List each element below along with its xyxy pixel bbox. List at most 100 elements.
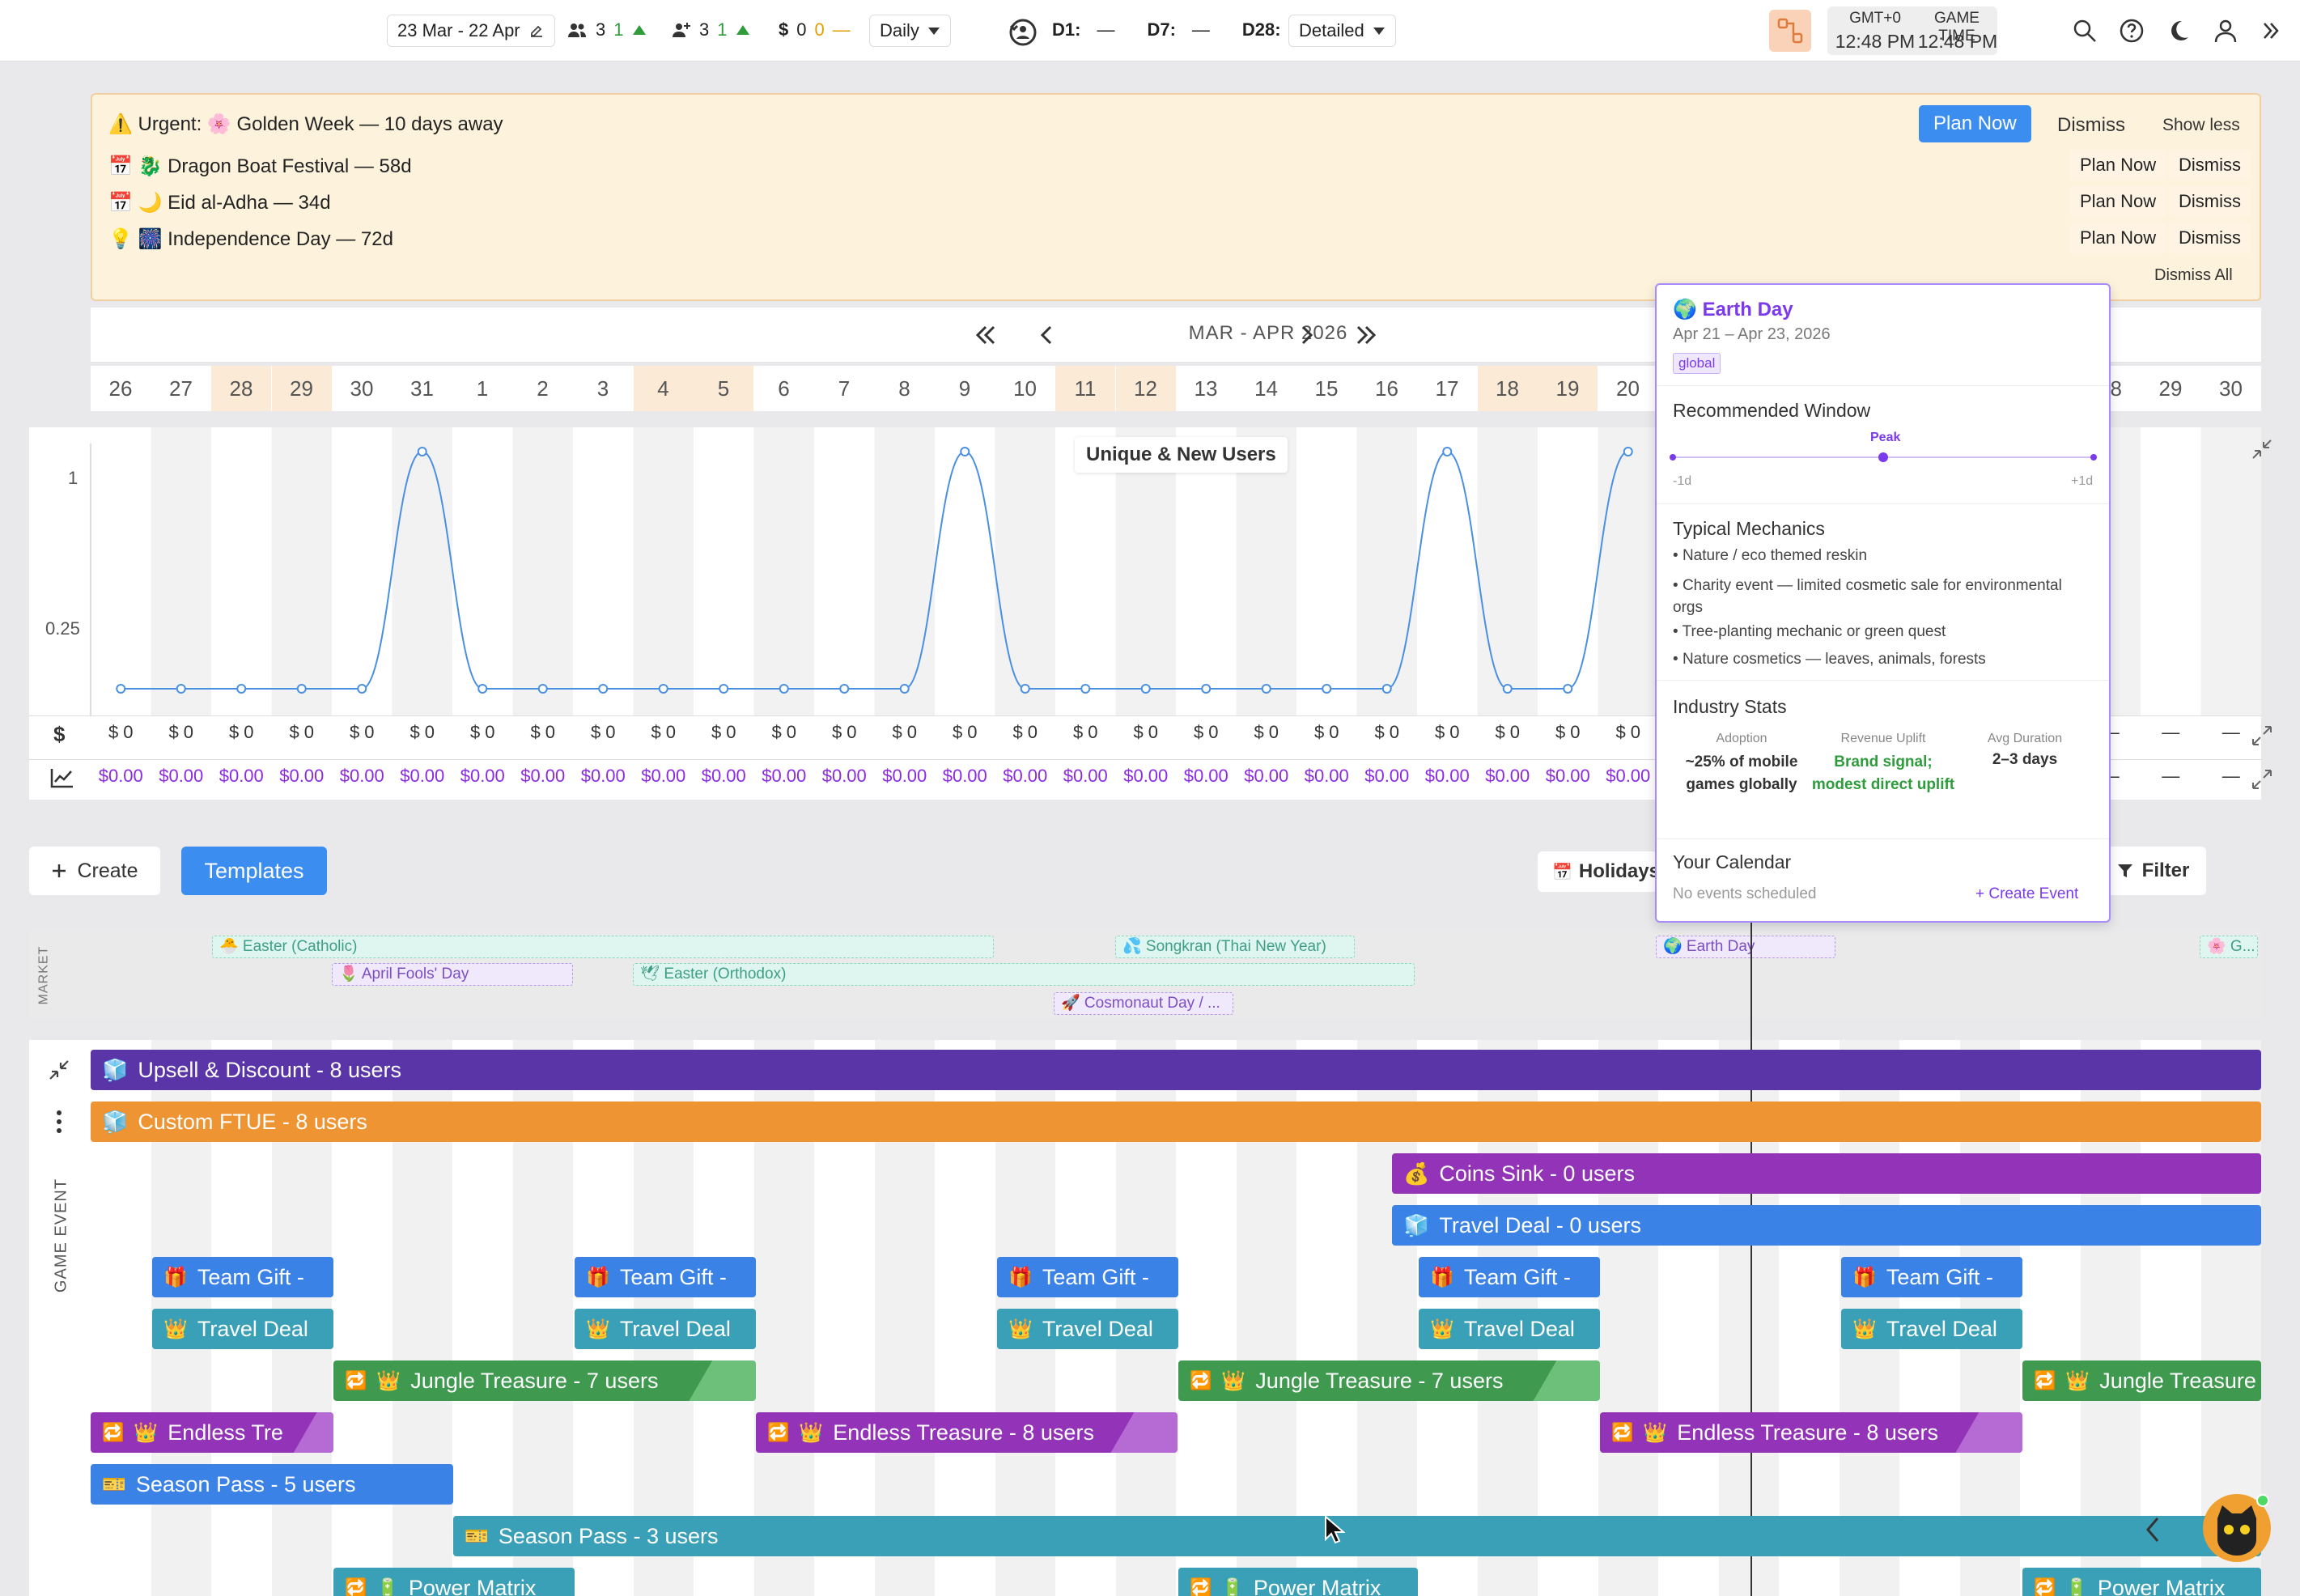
event-bar[interactable]: 🔁 👑 Jungle Treasure - 7 users	[1178, 1360, 1600, 1401]
data-point[interactable]	[1563, 684, 1573, 694]
expand-right-icon[interactable]	[2260, 19, 2282, 42]
plan-now-button[interactable]: Plan Now	[1919, 105, 2031, 142]
day-cell[interactable]: 26	[108, 376, 133, 401]
day-cell[interactable]: 30	[350, 376, 374, 401]
collapse-icon[interactable]	[47, 1058, 71, 1082]
alert-plan-now-button[interactable]: Plan Now	[2070, 150, 2166, 180]
day-cell[interactable]: 6	[778, 376, 790, 401]
day-cell[interactable]: 18	[1477, 366, 1538, 411]
data-point[interactable]	[598, 684, 609, 694]
data-point[interactable]	[1080, 684, 1091, 694]
day-cell[interactable]: 30	[2219, 376, 2243, 401]
data-point[interactable]	[1201, 684, 1212, 694]
event-bar[interactable]: 🎁 Team Gift -	[1841, 1257, 2022, 1297]
day-cell[interactable]: 10	[1013, 376, 1037, 401]
dismiss-all-button[interactable]: Dismiss All	[2154, 266, 2233, 284]
expand-icon[interactable]	[2250, 767, 2274, 792]
day-cell[interactable]: 5	[694, 366, 753, 411]
help-icon[interactable]	[2119, 18, 2145, 44]
event-bar[interactable]: 🔁 👑 Endless Treasure - 8 users	[1600, 1412, 2022, 1453]
create-button[interactable]: Create	[29, 847, 160, 895]
alert-plan-now-button[interactable]: Plan Now	[2070, 223, 2166, 253]
data-point[interactable]	[477, 684, 488, 694]
day-cell[interactable]: 11	[1055, 366, 1115, 411]
data-point[interactable]	[960, 447, 970, 456]
event-bar[interactable]: 👑 Travel Deal	[575, 1309, 756, 1349]
event-bar[interactable]: 🧊 Custom FTUE - 8 users	[91, 1101, 2261, 1142]
chevron-right-icon[interactable]	[1296, 324, 1316, 346]
day-cell[interactable]: 8	[898, 376, 910, 401]
day-cell[interactable]: 4	[633, 366, 694, 411]
day-cell[interactable]: 15	[1314, 376, 1339, 401]
event-bar[interactable]: 🎫 Season Pass - 5 users	[91, 1464, 453, 1505]
double-chevron-right-icon[interactable]	[1353, 324, 1379, 346]
data-point[interactable]	[296, 684, 307, 694]
data-point[interactable]	[537, 684, 548, 694]
market-event[interactable]: 🌍 Earth Day	[1656, 936, 1835, 958]
market-event[interactable]: 🌸 G...	[2200, 936, 2258, 958]
event-bar[interactable]: 👑 Travel Deal	[1841, 1309, 2022, 1349]
event-bar[interactable]: 🔁 👑 Endless Tre	[91, 1412, 333, 1453]
day-cell[interactable]: 27	[169, 376, 193, 401]
filter-button[interactable]: Filter	[2099, 847, 2206, 895]
templates-button[interactable]: Templates	[181, 847, 327, 895]
day-cell[interactable]: 1	[476, 376, 489, 401]
event-bar[interactable]: 🎁 Team Gift -	[152, 1257, 333, 1297]
data-point[interactable]	[1381, 684, 1392, 694]
day-cell[interactable]: 29	[2158, 376, 2183, 401]
day-cell[interactable]: 13	[1194, 376, 1218, 401]
event-bar[interactable]: 🧊 Upsell & Discount - 8 users	[91, 1050, 2261, 1090]
day-cell[interactable]: 17	[1435, 376, 1459, 401]
event-bar[interactable]: 👑 Travel Deal	[997, 1309, 1178, 1349]
data-point[interactable]	[357, 684, 367, 694]
more-vertical-icon[interactable]	[53, 1110, 65, 1134]
event-bar[interactable]: 💰 Coins Sink - 0 users	[1392, 1153, 2261, 1194]
data-point[interactable]	[839, 684, 850, 694]
data-point[interactable]	[1140, 684, 1151, 694]
market-event[interactable]: 🌷 April Fools' Day	[332, 963, 573, 986]
data-point[interactable]	[899, 684, 910, 694]
market-event[interactable]: 🕊 Easter (Orthodox)	[633, 963, 1415, 986]
data-point[interactable]	[1442, 447, 1453, 456]
holidays-toggle[interactable]: 📅 Holidays	[1538, 851, 1657, 892]
data-point[interactable]	[658, 684, 668, 694]
event-bar[interactable]: 🧊 Travel Deal - 0 users	[1392, 1205, 2261, 1246]
market-event[interactable]: 🚀 Cosmonaut Day / ...	[1054, 992, 1233, 1015]
day-cell[interactable]: 31	[410, 376, 434, 401]
day-cell[interactable]: 3	[596, 376, 609, 401]
data-point[interactable]	[116, 684, 126, 694]
day-cell[interactable]: 19	[1538, 366, 1598, 411]
day-cell[interactable]: 28	[211, 366, 271, 411]
data-point[interactable]	[1623, 447, 1633, 456]
market-event[interactable]: 💦 Songkran (Thai New Year)	[1115, 936, 1355, 958]
event-bar[interactable]: 👑 Travel Deal	[152, 1309, 333, 1349]
data-point[interactable]	[1261, 684, 1271, 694]
day-cell[interactable]: 7	[838, 376, 851, 401]
search-icon[interactable]	[2072, 18, 2098, 44]
event-bar[interactable]: 🔁 🔋 Power Matrix	[333, 1568, 575, 1596]
event-bar[interactable]: 🎁 Team Gift -	[997, 1257, 1178, 1297]
event-bar[interactable]: 👑 Travel Deal	[1419, 1309, 1600, 1349]
date-range-picker[interactable]: 23 Mar - 22 Apr	[387, 15, 555, 47]
alert-plan-now-button[interactable]: Plan Now	[2070, 186, 2166, 217]
market-event[interactable]: 🐣 Easter (Catholic)	[212, 936, 994, 958]
data-point[interactable]	[1502, 684, 1513, 694]
event-bar[interactable]: 🎫 Season Pass - 3 users	[453, 1516, 2261, 1556]
day-cell[interactable]: 14	[1254, 376, 1278, 401]
alert-dismiss-button[interactable]: Dismiss	[2169, 150, 2251, 180]
data-point[interactable]	[1322, 684, 1332, 694]
day-cell[interactable]: 12	[1115, 366, 1176, 411]
expand-icon[interactable]	[2250, 724, 2274, 748]
sync-button[interactable]	[1769, 10, 1811, 52]
alert-dismiss-button[interactable]: Dismiss	[2169, 186, 2251, 217]
collapse-icon[interactable]	[2250, 437, 2274, 461]
day-cell[interactable]: 29	[271, 366, 332, 411]
create-event-link[interactable]: + Create Event	[1975, 885, 2079, 902]
double-chevron-left-icon[interactable]	[973, 324, 999, 346]
day-cell[interactable]: 16	[1375, 376, 1398, 401]
day-cell[interactable]: 2	[537, 376, 549, 401]
data-point[interactable]	[236, 684, 247, 694]
show-less-button[interactable]: Show less	[2162, 116, 2240, 134]
event-bar[interactable]: 🎁 Team Gift -	[1419, 1257, 1600, 1297]
chevron-left-icon[interactable]	[2143, 1515, 2162, 1544]
